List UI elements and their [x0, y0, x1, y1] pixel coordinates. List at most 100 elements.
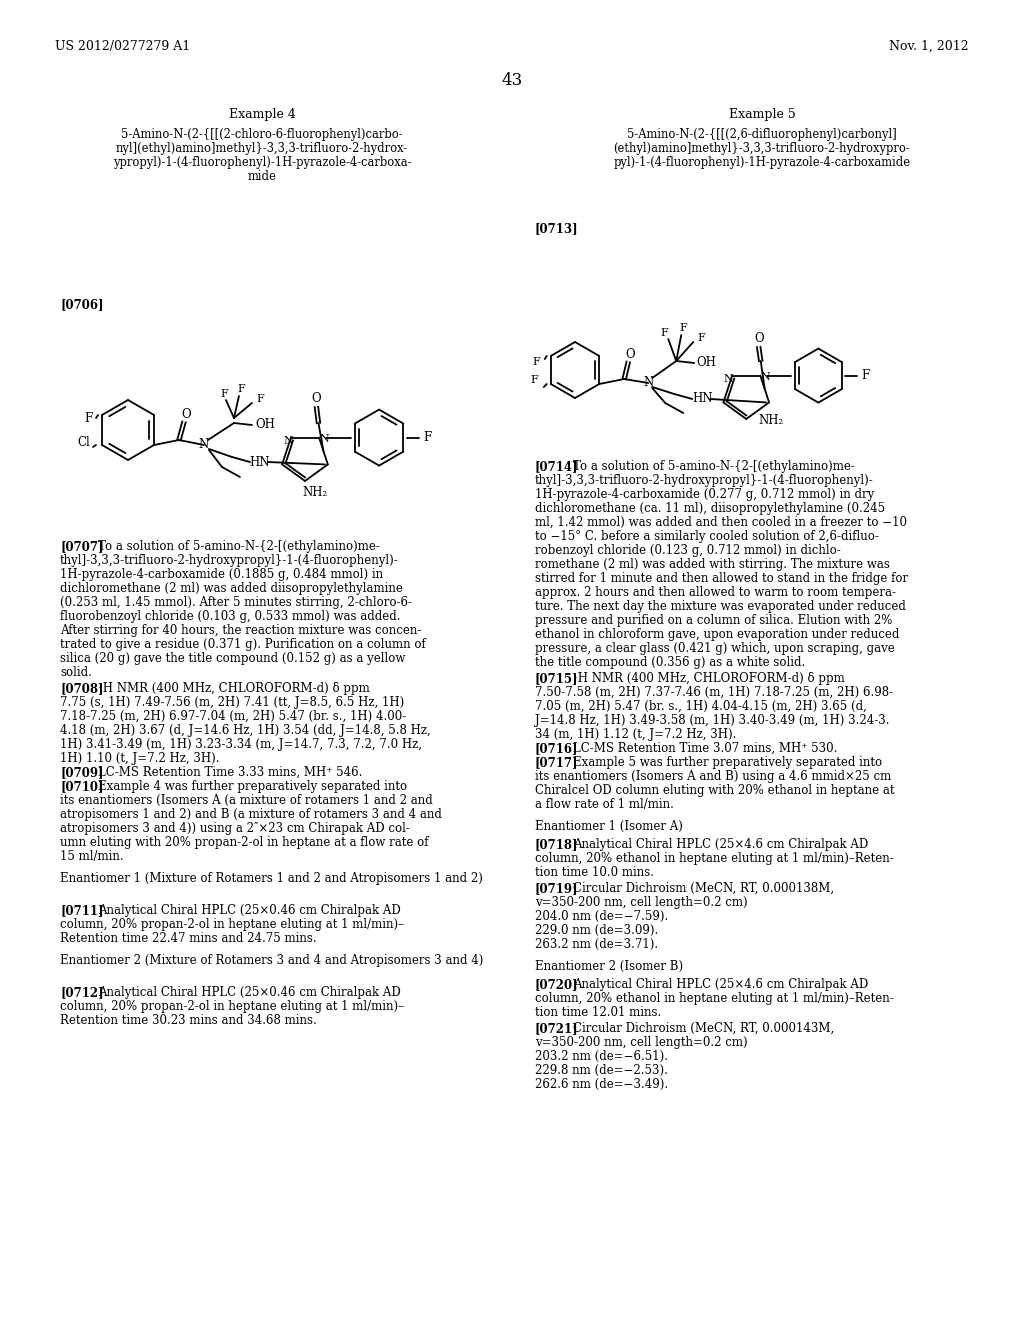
Text: [0712]: [0712]: [60, 986, 103, 999]
Text: column, 20% propan-2-ol in heptane eluting at 1 ml/min)–: column, 20% propan-2-ol in heptane eluti…: [60, 917, 404, 931]
Text: [0714]: [0714]: [535, 459, 579, 473]
Text: umn eluting with 20% propan-2-ol in heptane at a flow rate of: umn eluting with 20% propan-2-ol in hept…: [60, 836, 428, 849]
Text: to −15° C. before a similarly cooled solution of 2,6-difluo-: to −15° C. before a similarly cooled sol…: [535, 531, 879, 543]
Text: NH₂: NH₂: [302, 486, 328, 499]
Text: 15 ml/min.: 15 ml/min.: [60, 850, 124, 863]
Text: F: F: [84, 412, 92, 425]
Text: pyl)-1-(4-fluorophenyl)-1H-pyrazole-4-carboxamide: pyl)-1-(4-fluorophenyl)-1H-pyrazole-4-ca…: [613, 156, 910, 169]
Text: [0717]: [0717]: [535, 756, 579, 770]
Text: 7.50-7.58 (m, 2H) 7.37-7.46 (m, 1H) 7.18-7.25 (m, 2H) 6.98-: 7.50-7.58 (m, 2H) 7.37-7.46 (m, 1H) 7.18…: [535, 686, 893, 700]
Text: ture. The next day the mixture was evaporated under reduced: ture. The next day the mixture was evapo…: [535, 601, 906, 612]
Text: (0.253 ml, 1.45 mmol). After 5 minutes stirring, 2-chloro-6-: (0.253 ml, 1.45 mmol). After 5 minutes s…: [60, 597, 412, 609]
Text: 5-Amino-N-(2-{[[(2-chloro-6-fluorophenyl)carbo-: 5-Amino-N-(2-{[[(2-chloro-6-fluorophenyl…: [121, 128, 402, 141]
Text: Example 4 was further preparatively separated into: Example 4 was further preparatively sepa…: [98, 780, 408, 793]
Text: Analytical Chiral HPLC (25×0.46 cm Chiralpak AD: Analytical Chiral HPLC (25×0.46 cm Chira…: [98, 986, 400, 999]
Text: 34 (m, 1H) 1.12 (t, J=7.2 Hz, 3H).: 34 (m, 1H) 1.12 (t, J=7.2 Hz, 3H).: [535, 729, 736, 741]
Text: dichloromethane (2 ml) was added diisopropylethylamine: dichloromethane (2 ml) was added diisopr…: [60, 582, 402, 595]
Text: Analytical Chiral HPLC (25×4.6 cm Chiralpak AD: Analytical Chiral HPLC (25×4.6 cm Chiral…: [573, 838, 868, 851]
Text: approx. 2 hours and then allowed to warm to room tempera-: approx. 2 hours and then allowed to warm…: [535, 586, 896, 599]
Text: 7.75 (s, 1H) 7.49-7.56 (m, 2H) 7.41 (tt, J=8.5, 6.5 Hz, 1H): 7.75 (s, 1H) 7.49-7.56 (m, 2H) 7.41 (tt,…: [60, 696, 404, 709]
Text: its enantiomers (Isomers A (a mixture of rotamers 1 and 2 and: its enantiomers (Isomers A (a mixture of…: [60, 795, 433, 807]
Text: dichloromethane (ca. 11 ml), diisopropylethylamine (0.245: dichloromethane (ca. 11 ml), diisopropyl…: [535, 502, 885, 515]
Text: O: O: [181, 408, 190, 421]
Text: F: F: [697, 333, 706, 343]
Text: O: O: [754, 333, 764, 346]
Text: Retention time 30.23 mins and 34.68 mins.: Retention time 30.23 mins and 34.68 mins…: [60, 1014, 316, 1027]
Text: [0711]: [0711]: [60, 904, 103, 917]
Text: Chiralcel OD column eluting with 20% ethanol in heptane at: Chiralcel OD column eluting with 20% eth…: [535, 784, 895, 797]
Text: (ethyl)amino]methyl}-3,3,3-trifluoro-2-hydroxypro-: (ethyl)amino]methyl}-3,3,3-trifluoro-2-h…: [613, 143, 910, 154]
Text: ¹H NMR (400 MHz, CHLOROFORM-d) δ ppm: ¹H NMR (400 MHz, CHLOROFORM-d) δ ppm: [98, 682, 370, 696]
Text: 43: 43: [502, 73, 522, 88]
Text: After stirring for 40 hours, the reaction mixture was concen-: After stirring for 40 hours, the reactio…: [60, 624, 421, 638]
Text: 203.2 nm (de=−6.51).: 203.2 nm (de=−6.51).: [535, 1049, 668, 1063]
Text: F: F: [256, 393, 264, 404]
Text: silica (20 g) gave the title compound (0.152 g) as a yellow: silica (20 g) gave the title compound (0…: [60, 652, 406, 665]
Text: ethanol in chloroform gave, upon evaporation under reduced: ethanol in chloroform gave, upon evapora…: [535, 628, 899, 642]
Text: column, 20% ethanol in heptane eluting at 1 ml/min)–Reten-: column, 20% ethanol in heptane eluting a…: [535, 993, 894, 1005]
Text: column, 20% ethanol in heptane eluting at 1 ml/min)–Reten-: column, 20% ethanol in heptane eluting a…: [535, 851, 894, 865]
Text: its enantiomers (Isomers A and B) using a 4.6 mmid×25 cm: its enantiomers (Isomers A and B) using …: [535, 770, 891, 783]
Text: Enantiomer 2 (Mixture of Rotamers 3 and 4 and Atropisomers 3 and 4): Enantiomer 2 (Mixture of Rotamers 3 and …: [60, 954, 483, 968]
Text: ypropyl)-1-(4-fluorophenyl)-1H-pyrazole-4-carboxa-: ypropyl)-1-(4-fluorophenyl)-1H-pyrazole-…: [113, 156, 412, 169]
Text: trated to give a residue (0.371 g). Purification on a column of: trated to give a residue (0.371 g). Puri…: [60, 638, 426, 651]
Text: [0708]: [0708]: [60, 682, 103, 696]
Text: atropisomers 1 and 2) and B (a mixture of rotamers 3 and 4 and: atropisomers 1 and 2) and B (a mixture o…: [60, 808, 442, 821]
Text: Example 4: Example 4: [228, 108, 296, 121]
Text: [0710]: [0710]: [60, 780, 103, 793]
Text: F: F: [679, 323, 687, 333]
Text: [0713]: [0713]: [535, 222, 579, 235]
Text: Enantiomer 2 (Isomer B): Enantiomer 2 (Isomer B): [535, 960, 683, 973]
Text: Enantiomer 1 (Isomer A): Enantiomer 1 (Isomer A): [535, 820, 683, 833]
Text: [0707]: [0707]: [60, 540, 103, 553]
Text: F: F: [220, 389, 228, 399]
Text: Example 5: Example 5: [729, 108, 796, 121]
Text: 1H) 1.10 (t, J=7.2 Hz, 3H).: 1H) 1.10 (t, J=7.2 Hz, 3H).: [60, 752, 219, 766]
Text: ¹H NMR (400 MHz, CHLOROFORM-d) δ ppm: ¹H NMR (400 MHz, CHLOROFORM-d) δ ppm: [573, 672, 845, 685]
Text: HN: HN: [250, 455, 270, 469]
Text: nyl](ethyl)amino]methyl}-3,3,3-trifluoro-2-hydrox-: nyl](ethyl)amino]methyl}-3,3,3-trifluoro…: [116, 143, 409, 154]
Text: F: F: [660, 327, 668, 338]
Text: Example 5 was further preparatively separated into: Example 5 was further preparatively sepa…: [573, 756, 882, 770]
Text: Retention time 22.47 mins and 24.75 mins.: Retention time 22.47 mins and 24.75 mins…: [60, 932, 316, 945]
Text: [0719]: [0719]: [535, 882, 579, 895]
Text: US 2012/0277279 A1: US 2012/0277279 A1: [55, 40, 190, 53]
Text: [0716]: [0716]: [535, 742, 579, 755]
Text: 1H-pyrazole-4-carboxamide (0.277 g, 0.712 mmol) in dry: 1H-pyrazole-4-carboxamide (0.277 g, 0.71…: [535, 488, 874, 502]
Text: F: F: [530, 375, 539, 385]
Text: Circular Dichroism (MeCN, RT, 0.000138M,: Circular Dichroism (MeCN, RT, 0.000138M,: [573, 882, 835, 895]
Text: [0715]: [0715]: [535, 672, 579, 685]
Text: Cl: Cl: [78, 436, 90, 449]
Text: J=14.8 Hz, 1H) 3.49-3.58 (m, 1H) 3.40-3.49 (m, 1H) 3.24-3.: J=14.8 Hz, 1H) 3.49-3.58 (m, 1H) 3.40-3.…: [535, 714, 890, 727]
Text: 1H-pyrazole-4-carboxamide (0.1885 g, 0.484 mmol) in: 1H-pyrazole-4-carboxamide (0.1885 g, 0.4…: [60, 568, 383, 581]
Text: 263.2 nm (de=3.71).: 263.2 nm (de=3.71).: [535, 939, 658, 950]
Text: 4.18 (m, 2H) 3.67 (d, J=14.6 Hz, 1H) 3.54 (dd, J=14.8, 5.8 Hz,: 4.18 (m, 2H) 3.67 (d, J=14.6 Hz, 1H) 3.5…: [60, 723, 431, 737]
Text: romethane (2 ml) was added with stirring. The mixture was: romethane (2 ml) was added with stirring…: [535, 558, 890, 572]
Text: NH₂: NH₂: [759, 414, 783, 426]
Text: N: N: [199, 438, 209, 451]
Text: pressure and purified on a column of silica. Elution with 2%: pressure and purified on a column of sil…: [535, 614, 892, 627]
Text: solid.: solid.: [60, 667, 92, 678]
Text: Analytical Chiral HPLC (25×4.6 cm Chiralpak AD: Analytical Chiral HPLC (25×4.6 cm Chiral…: [573, 978, 868, 991]
Text: [0720]: [0720]: [535, 978, 579, 991]
Text: F: F: [423, 432, 431, 444]
Text: a flow rate of 1 ml/min.: a flow rate of 1 ml/min.: [535, 799, 674, 810]
Text: N: N: [723, 374, 733, 384]
Text: N: N: [283, 436, 293, 446]
Text: tion time 10.0 mins.: tion time 10.0 mins.: [535, 866, 654, 879]
Text: 229.8 nm (de=−2.53).: 229.8 nm (de=−2.53).: [535, 1064, 668, 1077]
Text: 7.18-7.25 (m, 2H) 6.97-7.04 (m, 2H) 5.47 (br. s., 1H) 4.00-: 7.18-7.25 (m, 2H) 6.97-7.04 (m, 2H) 5.47…: [60, 710, 407, 723]
Text: F: F: [861, 370, 869, 381]
Text: [0718]: [0718]: [535, 838, 579, 851]
Text: thyl]-3,3,3-trifluoro-2-hydroxypropyl}-1-(4-fluorophenyl)-: thyl]-3,3,3-trifluoro-2-hydroxypropyl}-1…: [535, 474, 873, 487]
Text: 1H) 3.41-3.49 (m, 1H) 3.23-3.34 (m, J=14.7, 7.3, 7.2, 7.0 Hz,: 1H) 3.41-3.49 (m, 1H) 3.23-3.34 (m, J=14…: [60, 738, 422, 751]
Text: N: N: [643, 376, 653, 389]
Text: ml, 1.42 mmol) was added and then cooled in a freezer to −10: ml, 1.42 mmol) was added and then cooled…: [535, 516, 907, 529]
Text: atropisomers 3 and 4)) using a 2″×23 cm Chirapak AD col-: atropisomers 3 and 4)) using a 2″×23 cm …: [60, 822, 410, 836]
Text: Analytical Chiral HPLC (25×0.46 cm Chiralpak AD: Analytical Chiral HPLC (25×0.46 cm Chira…: [98, 904, 400, 917]
Text: tion time 12.01 mins.: tion time 12.01 mins.: [535, 1006, 662, 1019]
Text: robenzoyl chloride (0.123 g, 0.712 mmol) in dichlo-: robenzoyl chloride (0.123 g, 0.712 mmol)…: [535, 544, 841, 557]
Text: To a solution of 5-amino-N-{2-[(ethylamino)me-: To a solution of 5-amino-N-{2-[(ethylami…: [98, 540, 380, 553]
Text: F: F: [238, 384, 245, 393]
Text: column, 20% propan-2-ol in heptane eluting at 1 ml/min)–: column, 20% propan-2-ol in heptane eluti…: [60, 1001, 404, 1012]
